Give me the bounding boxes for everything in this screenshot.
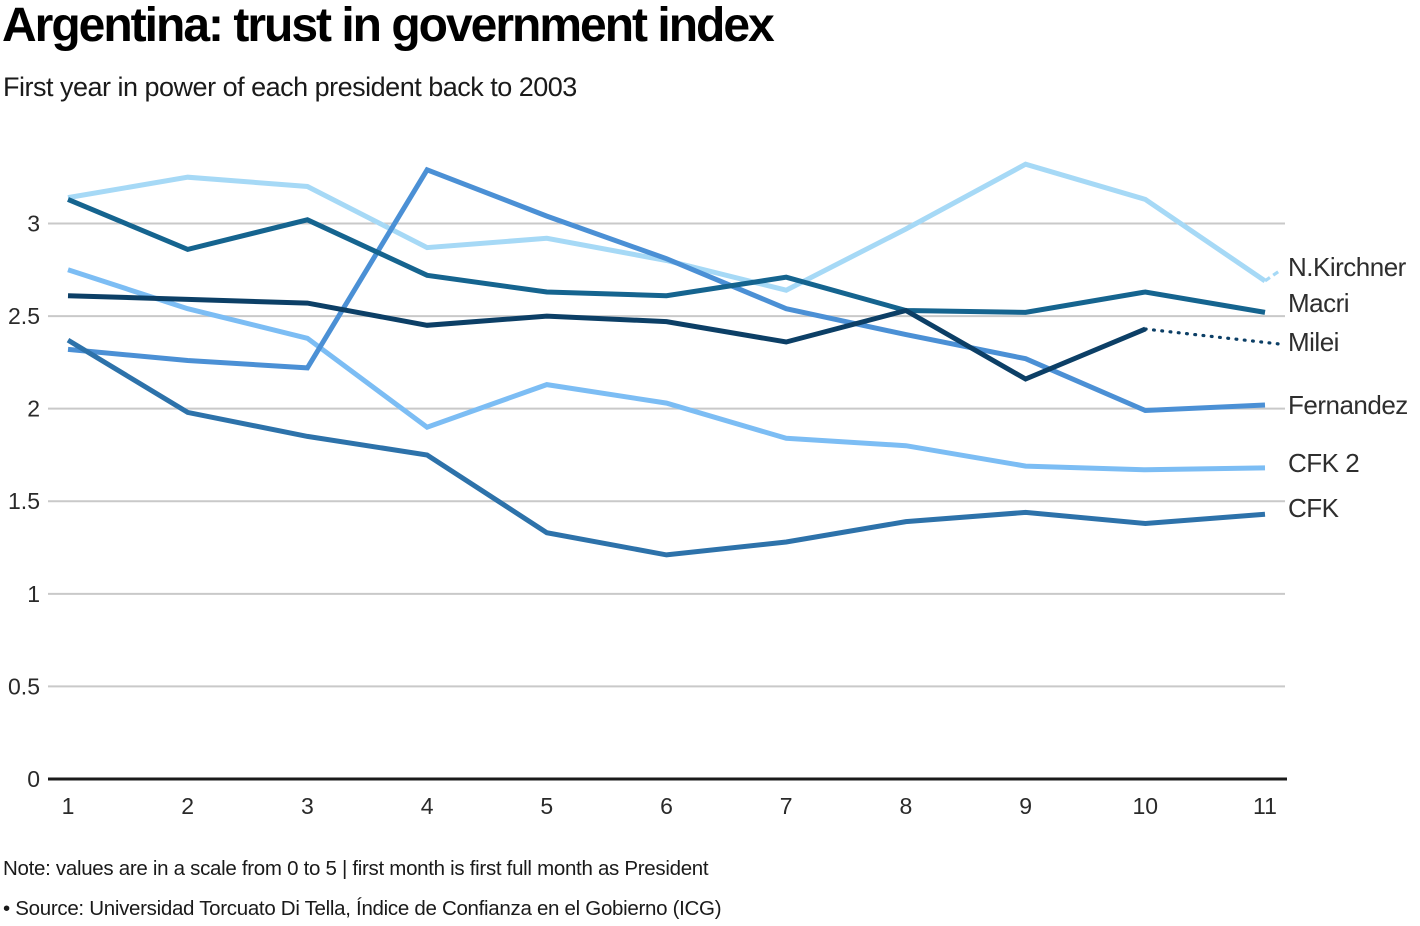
y-tick-label-3: 3 [27, 210, 40, 236]
series-end-labels: N.Kirchner CFK 2 Fernandez CFK Macri Milei [1288, 252, 1408, 523]
series-label-fernandez: Fernandez [1288, 390, 1408, 420]
x-axis-tick-labels: 1 2 3 4 5 6 7 8 9 10 11 [62, 793, 1277, 819]
series-line-fernandez [67, 166, 1266, 414]
y-tick-label-0.5: 0.5 [8, 673, 40, 699]
x-tick-label-11: 11 [1253, 793, 1277, 819]
series-label-cfk: CFK [1288, 493, 1340, 523]
series-label-macri: Macri [1288, 288, 1349, 318]
source-note: • Source: Universidad Torcuato Di Tella,… [3, 897, 722, 920]
y-axis-tick-labels: 0 0.5 1 1.5 2 2.5 3 [8, 210, 40, 792]
x-tick-label-1: 1 [62, 793, 75, 819]
series-label-cfk-2: CFK 2 [1288, 448, 1359, 478]
x-tick-label-2: 2 [181, 793, 194, 819]
x-tick-label-8: 8 [900, 793, 913, 819]
series-line-macri [67, 197, 1266, 315]
page-title: Argentina: trust in government index [2, 0, 775, 52]
y-tick-label-1: 1 [27, 581, 40, 607]
x-tick-label-7: 7 [780, 793, 793, 819]
series-line-milei [67, 293, 1147, 382]
x-tick-label-5: 5 [540, 793, 553, 819]
x-tick-label-9: 9 [1019, 793, 1032, 819]
page-subtitle: First year in power of each president ba… [3, 72, 577, 102]
y-tick-label-2: 2 [27, 396, 40, 422]
series-lines [66, 161, 1282, 558]
x-tick-label-6: 6 [660, 793, 673, 819]
series-line-cfk [66, 337, 1266, 558]
label-connector-n-kirchner [1264, 268, 1282, 283]
gridlines [48, 222, 1285, 688]
x-tick-label-10: 10 [1133, 793, 1159, 819]
x-tick-label-4: 4 [421, 793, 434, 819]
series-line-cfk-2 [67, 267, 1266, 473]
y-tick-label-1.5: 1.5 [8, 488, 40, 514]
footnote: Note: values are in a scale from 0 to 5 … [3, 857, 709, 880]
x-tick-label-3: 3 [301, 793, 314, 819]
series-label-milei: Milei [1288, 327, 1339, 357]
y-tick-label-2.5: 2.5 [8, 303, 40, 329]
series-label-n-kirchner: N.Kirchner [1288, 252, 1407, 282]
y-tick-label-0: 0 [27, 766, 40, 792]
label-connector-milei [1143, 327, 1280, 346]
series-line-n-kirchner [67, 161, 1267, 293]
